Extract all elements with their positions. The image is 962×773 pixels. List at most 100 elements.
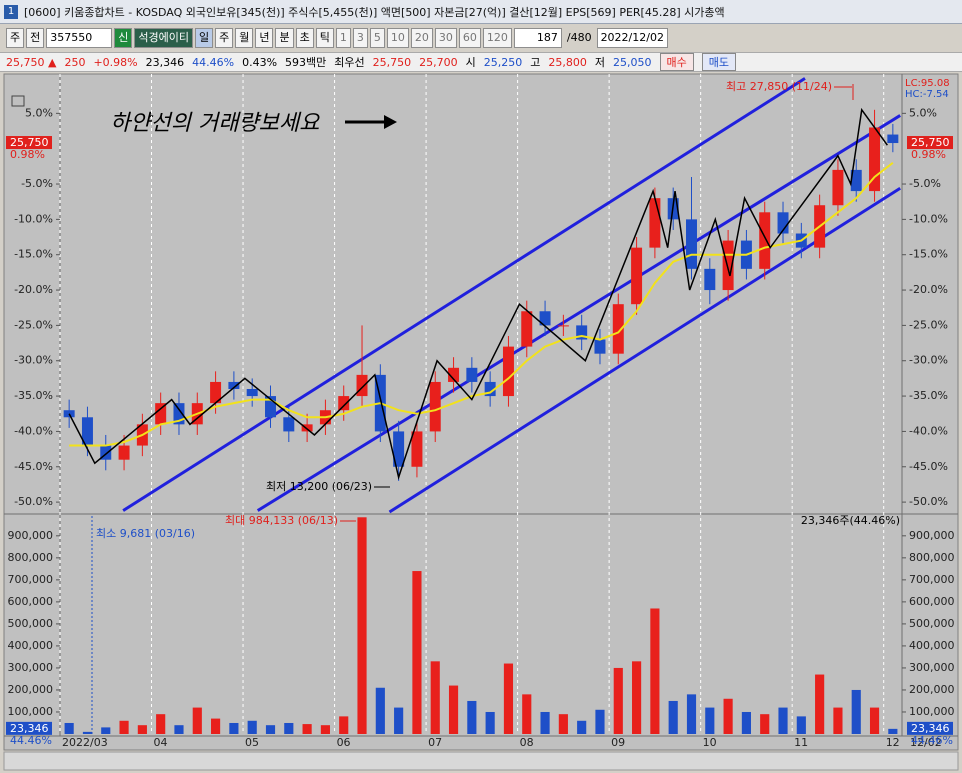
period-button[interactable]: 주: [6, 28, 25, 48]
volume-tick-label: 200,000: [8, 683, 54, 696]
interval-button[interactable]: 20: [410, 28, 433, 48]
period-tick[interactable]: 틱: [315, 28, 334, 48]
y-tick-label: -35.0%: [14, 389, 53, 402]
interval-button[interactable]: 30: [434, 28, 457, 48]
y-tick-label: -5.0%: [909, 177, 941, 190]
volume-bar: [668, 700, 678, 734]
change-rate: +0.98%: [93, 55, 138, 69]
last-rate-label: 0.98%: [911, 148, 946, 161]
volume-bar: [467, 700, 477, 734]
high: 25,800: [548, 55, 587, 69]
candle-body: [338, 396, 350, 411]
candle-body: [850, 169, 862, 192]
period-minute[interactable]: 분: [275, 28, 294, 48]
candle-body: [539, 311, 551, 326]
y-tick-label: -40.0%: [909, 424, 948, 437]
volume-bar: [137, 725, 147, 734]
period-day[interactable]: 일: [194, 28, 214, 48]
volume-tick-label: 200,000: [909, 683, 955, 696]
trend-line: [122, 77, 806, 512]
volume-bar: [558, 714, 568, 734]
interval-button[interactable]: 60: [458, 28, 481, 48]
volume-bar: [247, 720, 257, 734]
last-price-box: [6, 136, 52, 150]
volume-tick-label: 700,000: [8, 573, 54, 586]
sell-button[interactable]: 매도: [701, 53, 737, 71]
x-tick-label: 07: [428, 736, 442, 749]
candle-body: [155, 403, 167, 425]
volume-bar: [796, 716, 806, 734]
y-tick-label: -30.0%: [14, 354, 53, 367]
volume-bar: [430, 661, 440, 734]
interval-button[interactable]: 1: [335, 28, 351, 48]
volume-bar: [192, 707, 202, 734]
volume-bar: [778, 707, 788, 734]
y-tick-label: -25.0%: [909, 318, 948, 331]
period-second[interactable]: 초: [295, 28, 314, 48]
stock-name[interactable]: 석경에이티: [134, 28, 193, 48]
amount: 593백만: [285, 56, 327, 69]
interval-button[interactable]: 3: [352, 28, 368, 48]
interval-button[interactable]: 10: [386, 28, 409, 48]
volume-bar: [357, 517, 367, 734]
volume-bar: [650, 608, 660, 734]
volume-bar: [888, 728, 898, 734]
volume-tick-label: 400,000: [8, 639, 54, 652]
code-input[interactable]: 357550: [46, 28, 113, 48]
candle-body: [502, 346, 514, 397]
volume-bar: [375, 687, 385, 734]
hc-label: HC:-7.54: [905, 89, 949, 100]
candle-body: [173, 403, 185, 425]
volume-bar: [211, 718, 221, 734]
period-year[interactable]: 년: [255, 28, 274, 48]
volume: 23,346: [145, 55, 185, 69]
price: 25,750 ▲: [6, 55, 57, 69]
candle-body: [612, 304, 624, 354]
candle-body: [649, 198, 661, 248]
date-input[interactable]: 2022/12/02: [596, 28, 668, 48]
y-tick-label: -45.0%: [14, 460, 53, 473]
volume-bar: [595, 709, 605, 734]
x-tick-label: 08: [520, 736, 534, 749]
volume-tick-label: 900,000: [909, 529, 955, 542]
x-tick-label: 06: [337, 736, 351, 749]
volume-bar: [632, 661, 642, 734]
volume-bar: [815, 674, 825, 734]
menu-icon[interactable]: [11, 95, 25, 107]
interval-button[interactable]: 5: [369, 28, 385, 48]
volume-bar: [540, 711, 550, 734]
volume-bar: [174, 725, 184, 734]
period-month[interactable]: 월: [235, 28, 254, 48]
change: 250: [64, 55, 86, 69]
volume-tick-label: 800,000: [8, 551, 54, 564]
y-tick-label: -15.0%: [909, 248, 948, 261]
count-total: /480: [566, 31, 592, 44]
last-volume-label: 23,346: [911, 722, 950, 735]
candle-body: [81, 417, 93, 446]
volume-now-annotation: 23,346주(44.46%): [801, 514, 900, 527]
high-label: 고: [530, 56, 541, 69]
ask: 25,750: [372, 55, 412, 69]
interval-button[interactable]: 120: [482, 28, 512, 48]
count-input[interactable]: 187: [513, 28, 562, 48]
prev-button[interactable]: 전: [26, 28, 45, 48]
y-tick-label: -10.0%: [14, 212, 53, 225]
period-week[interactable]: 주: [215, 28, 234, 48]
volume-tick-label: 700,000: [909, 573, 955, 586]
candle-body: [356, 374, 368, 397]
y-tick-label: -50.0%: [14, 495, 53, 508]
volume-tick-label: 300,000: [909, 661, 955, 674]
candle-body: [521, 311, 533, 347]
volume-bar: [320, 725, 330, 734]
x-end-label: 12/02: [910, 736, 942, 749]
buy-button[interactable]: 매수: [659, 53, 694, 71]
volume-tick-label: 600,000: [8, 595, 54, 608]
candle-body: [704, 268, 716, 291]
scroll-bar[interactable]: [3, 751, 959, 771]
volume-bar: [229, 722, 239, 734]
volume-tick-label: 100,000: [909, 705, 955, 718]
volume-bar: [577, 720, 587, 734]
x-tick-label: 09: [611, 736, 625, 749]
candle-body: [557, 325, 569, 327]
y-tick-label: 5.0%: [25, 106, 53, 119]
